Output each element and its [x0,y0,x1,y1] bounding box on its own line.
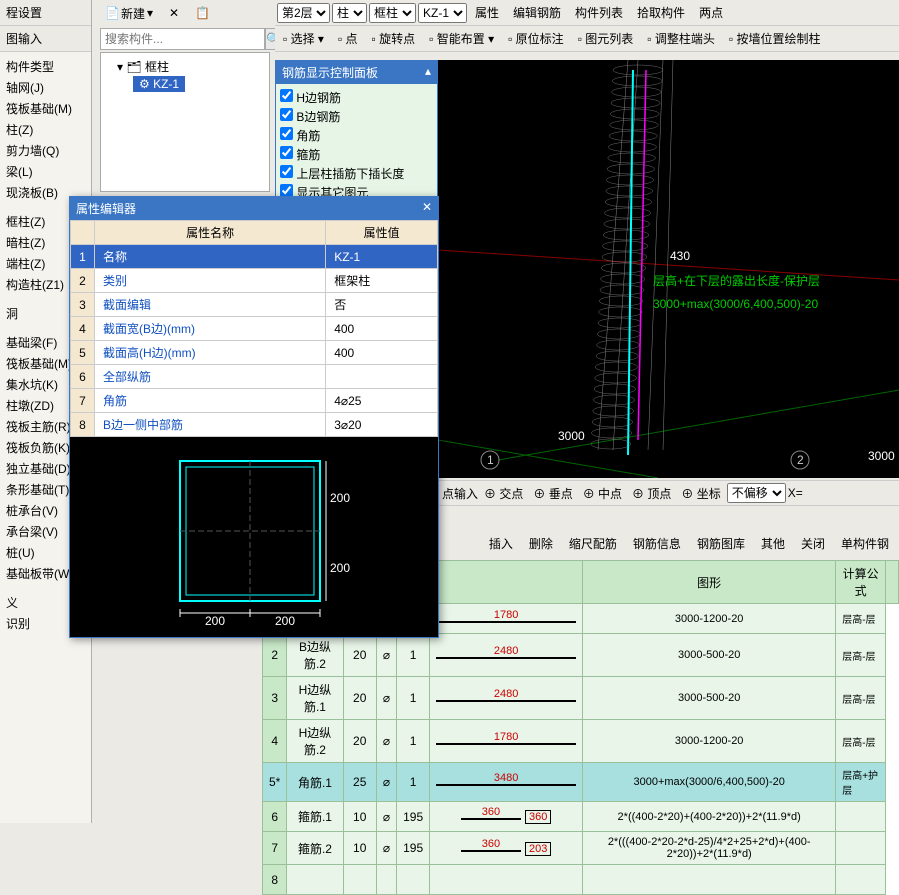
tree-root[interactable]: ▾ 🗂 框柱 [105,57,265,76]
new-button[interactable]: 📄 新建 ▾ [99,3,159,24]
svg-text:3000: 3000 [868,449,895,463]
svg-text:200: 200 [275,614,295,628]
table-row[interactable]: 2B边纵筋.220⌀124803000-500-20层高-层 [263,634,899,677]
copy-button[interactable]: 📋 [189,4,216,22]
property-dialog-title: 属性编辑器 [76,200,136,217]
toolbar-button[interactable]: ▫ 旋转点 [366,28,422,49]
toolbar-button[interactable]: 编辑钢筋 [507,2,567,23]
property-row[interactable]: 2类别框架柱 [71,269,438,293]
left-item[interactable]: 剪力墙(Q) [0,140,91,161]
search-box: 🔍 [100,28,270,50]
table-row[interactable]: 7箍筋.210⌀1953602032*(((400-2*20-2*d-25)/4… [263,832,899,865]
table-row[interactable]: 6箍筋.110⌀1953603602*((400-2*20)+(400-2*20… [263,802,899,832]
svg-text:430: 430 [670,249,690,263]
snap-button[interactable]: ⊕ 坐标 [677,483,724,504]
snap-button[interactable]: ⊕ 垂点 [529,483,576,504]
property-editor-dialog: 属性编辑器 ✕ 属性名称属性值 1名称KZ-12类别框架柱3截面编辑否4截面宽(… [69,196,439,638]
property-row[interactable]: 3截面编辑否 [71,293,438,317]
rebar-panel-collapse-icon[interactable]: ▴ [425,64,431,81]
left-item[interactable]: 轴网(J) [0,77,91,98]
rebar-checkbox[interactable]: B边钢筋 [280,107,433,126]
toolbar-button[interactable]: ▫ 点 [332,28,364,49]
toolbar-button[interactable]: ▫ 按墙位置绘制柱 [723,28,827,49]
main-toolbar-1: 第2层 柱 框柱 KZ-1 属性编辑钢筋构件列表拾取构件两点 [275,0,899,26]
left-item[interactable]: 筏板基础(M) [0,98,91,119]
svg-text:3000+max(3000/6,400,500)-20: 3000+max(3000/6,400,500)-20 [653,297,818,311]
left-title-2: 图输入 [0,26,91,52]
left-item[interactable]: 构件类型 [0,56,91,77]
svg-text:1: 1 [487,453,494,467]
rebar-checkbox[interactable]: 角筋 [280,126,433,145]
component-tree: ▾ 🗂 框柱 ⚙ KZ-1 [100,52,270,192]
search-input[interactable] [100,28,265,50]
property-row[interactable]: 1名称KZ-1 [71,245,438,269]
bottom-button[interactable]: 插入 [483,533,519,554]
svg-text:2: 2 [797,453,804,467]
3d-viewport[interactable]: 1 2 3000 3000 430 层高+在下层的露出长度-保护层 3000+m… [438,60,899,478]
type-select[interactable]: 框柱 [369,3,416,23]
property-row[interactable]: 4截面宽(B边)(mm)400 [71,317,438,341]
svg-text:层高+在下层的露出长度-保护层: 层高+在下层的露出长度-保护层 [653,273,820,288]
left-item[interactable]: 梁(L) [0,161,91,182]
svg-text:200: 200 [330,561,350,575]
toolbar-button[interactable]: ▫ 原位标注 [502,28,570,49]
table-toolbar: 插入删除缩尺配筋钢筋信息钢筋图库其他关闭单构件钢 [438,530,899,556]
close-icon[interactable]: ✕ [422,200,432,217]
table-row[interactable]: 8 [263,865,899,895]
toolbar-button[interactable]: 两点 [693,2,729,23]
property-row[interactable]: 5截面高(H边)(mm)400 [71,341,438,365]
table-row[interactable]: 3H边纵筋.120⌀124803000-500-20层高-层 [263,677,899,720]
name-select[interactable]: KZ-1 [418,3,467,23]
property-row[interactable]: 8B边一侧中部筋3⌀20 [71,413,438,437]
toolbar-button[interactable]: 构件列表 [569,2,629,23]
table-row[interactable]: 5*角筋.125⌀134803000+max(3000/6,400,500)-2… [263,763,899,802]
bottom-button[interactable]: 钢筋信息 [627,533,687,554]
property-row[interactable]: 7角筋4⌀25 [71,389,438,413]
property-table: 属性名称属性值 1名称KZ-12类别框架柱3截面编辑否4截面宽(B边)(mm)4… [70,220,438,437]
property-row[interactable]: 6全部纵筋 [71,365,438,389]
offset-select[interactable]: 不偏移 [727,483,786,503]
rebar-checkbox[interactable]: H边钢筋 [280,88,433,107]
tree-child-kz1[interactable]: ⚙ KZ-1 [133,76,185,92]
bottom-button[interactable]: 钢筋图库 [691,533,751,554]
toolbar-button[interactable]: ▫ 调整柱端头 [641,28,721,49]
floor-select[interactable]: 第2层 [277,3,330,23]
bottom-button[interactable]: 缩尺配筋 [563,533,623,554]
rebar-panel-title: 钢筋显示控制面板 [282,64,378,81]
toolbar-button[interactable]: 拾取构件 [631,2,691,23]
left-title-1: 程设置 [0,0,91,26]
toolbar-button[interactable]: 属性 [469,2,505,23]
new-icon: 📄 [105,6,119,20]
x-label: X= [788,486,803,500]
svg-text:3000: 3000 [558,429,585,443]
rebar-checkbox[interactable]: 上层柱插筋下插长度 [280,164,433,183]
delete-button[interactable]: ✕ [163,4,185,22]
main-toolbar-2: ▫ 选择 ▾▫ 点▫ 旋转点▫ 智能布置 ▾▫ 原位标注▫ 图元列表▫ 调整柱端… [275,26,899,52]
snap-label: 点输入 [442,485,478,502]
toolbar-button[interactable]: ▫ 智能布置 ▾ [423,28,500,49]
svg-text:200: 200 [330,491,350,505]
bottom-button[interactable]: 删除 [523,533,559,554]
left-item[interactable]: 柱(Z) [0,119,91,140]
snap-toolbar: 点输入 ⊕ 交点⊕ 垂点⊕ 中点⊕ 顶点⊕ 坐标 不偏移 X= [438,480,899,506]
component-select[interactable]: 柱 [332,3,367,23]
table-row[interactable]: 4H边纵筋.220⌀117803000-1200-20层高-层 [263,720,899,763]
toolbar-button[interactable]: ▫ 图元列表 [572,28,640,49]
rebar-checkbox[interactable]: 箍筋 [280,145,433,164]
tree-toolbar: 📄 新建 ▾ ✕ 📋 [95,0,275,26]
snap-button[interactable]: ⊕ 中点 [579,483,626,504]
bottom-button[interactable]: 单构件钢 [835,533,895,554]
bottom-button[interactable]: 其他 [755,533,791,554]
snap-button[interactable]: ⊕ 顶点 [628,483,675,504]
snap-button[interactable]: ⊕ 交点 [480,483,527,504]
bottom-button[interactable]: 关闭 [795,533,831,554]
toolbar-button[interactable]: ▫ 选择 ▾ [277,28,330,49]
svg-text:200: 200 [205,614,225,628]
section-preview: 200 200 200 200 [70,437,438,637]
